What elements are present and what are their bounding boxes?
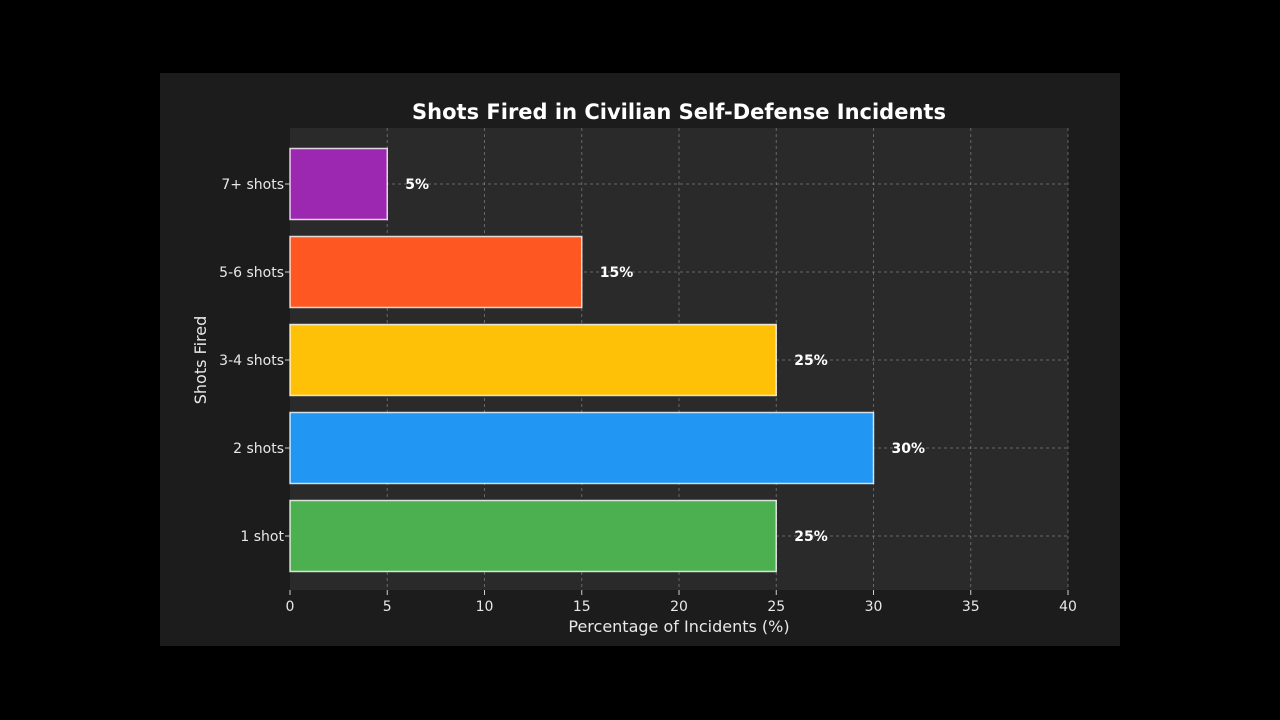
x-tick-label: 25	[767, 599, 785, 615]
x-axis-label: Percentage of Incidents (%)	[568, 617, 789, 636]
bar-3-4-shots	[289, 323, 777, 397]
x-tick-label: 30	[865, 599, 883, 615]
y-tick-label: 7+ shots	[221, 177, 284, 193]
x-tick-label: 0	[286, 599, 295, 615]
x-tick-label: 35	[962, 599, 980, 615]
data-label: 25%	[794, 353, 828, 369]
data-labels: 25% 30% 25% 15% 5%	[405, 177, 925, 545]
bars	[289, 147, 875, 573]
data-label: 15%	[600, 265, 634, 281]
data-label: 30%	[892, 441, 926, 457]
x-tick-label: 15	[573, 599, 591, 615]
bar-5-6-shots	[289, 235, 583, 309]
chart-title: Shots Fired in Civilian Self-Defense Inc…	[412, 100, 946, 124]
y-tick-label: 1 shot	[240, 529, 284, 545]
bar-1-shot	[289, 499, 777, 573]
data-label: 25%	[794, 529, 828, 545]
y-axis-ticks: 1 shot 2 shots 3-4 shots 5-6 shots 7+ shots	[219, 177, 290, 545]
x-axis-ticks: 0 5 10 15 20 25 30 35 40	[286, 590, 1077, 615]
y-tick-label: 5-6 shots	[219, 265, 284, 281]
x-tick-label: 5	[383, 599, 392, 615]
bar-7-shots	[289, 147, 388, 221]
y-tick-label: 3-4 shots	[219, 353, 284, 369]
data-label: 5%	[405, 177, 429, 193]
x-tick-label: 20	[670, 599, 688, 615]
x-tick-label: 10	[476, 599, 494, 615]
x-tick-label: 40	[1059, 599, 1077, 615]
bar-2-shots	[289, 411, 875, 485]
y-tick-label: 2 shots	[233, 441, 284, 457]
y-axis-label: Shots Fired	[191, 316, 210, 405]
